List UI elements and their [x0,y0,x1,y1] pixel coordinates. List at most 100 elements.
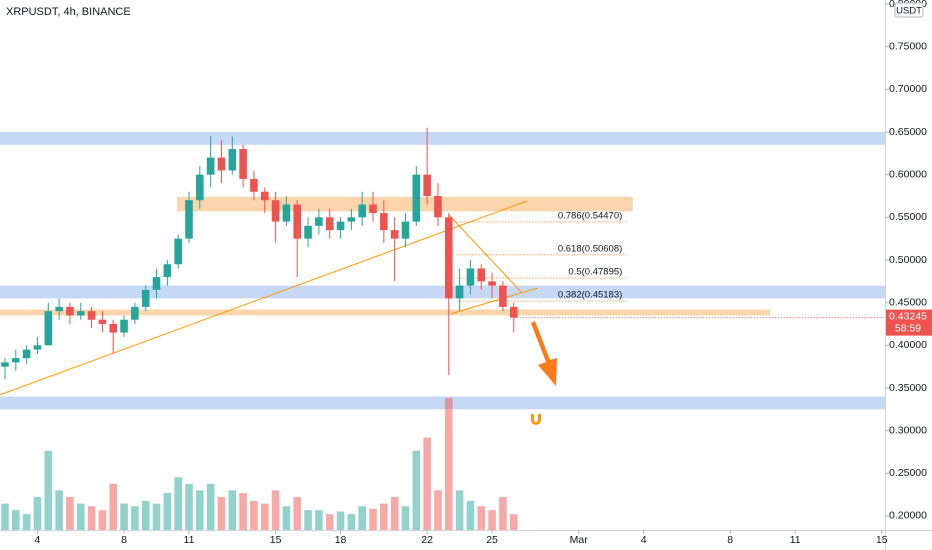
candle-body [444,217,453,299]
candle-body [477,268,486,282]
candle-body [152,277,161,290]
volume-bar [250,500,258,530]
volume-bar [401,506,410,530]
candle-body [1,362,9,367]
currency-button[interactable] [894,2,924,18]
candle-body [499,285,507,307]
x-tick-label: Mar [570,534,589,546]
magnet-icon [531,414,541,425]
volume-bar [412,450,421,530]
candle-body [76,311,85,316]
candle-body [12,358,20,363]
volume-bar [423,437,431,530]
volume-bar [120,503,128,530]
volume-bar [1,503,9,530]
countdown-label: 58:59 [895,322,921,334]
candle-body [315,217,323,226]
x-tick-label: 4 [35,534,41,546]
zone [0,309,771,316]
volume-bar [477,506,486,530]
trend-line [448,214,523,294]
x-tick-label: 11 [790,534,801,546]
y-tick-label: 0.70000 [889,83,927,95]
x-tick-label: 25 [486,534,498,546]
volume-bar [22,514,31,530]
candle-body [228,149,237,171]
axes: 0.20000 0.25000 0.30000 0.35000 0.40000 0.450… [35,0,932,546]
x-tick-label: 18 [335,534,347,546]
candle-body [380,213,388,231]
volume-bar [12,510,20,530]
volume-bar [325,514,334,530]
volume-bar [336,511,345,530]
volume-bar [66,497,74,530]
candle-body [347,217,356,222]
candle-body [109,323,118,333]
x-tick-label: 8 [727,534,733,546]
candle-body [131,306,139,320]
volume-bar [87,506,96,530]
candle-body [260,191,269,201]
candle-body [185,200,193,239]
x-tick-label: 22 [421,534,433,546]
volume-bar [369,508,377,530]
candle-body [412,174,421,222]
volume-bar [434,490,442,530]
candle-body [120,319,128,333]
volume-bar [76,503,85,530]
volume-bar [185,483,193,530]
plot-area: 0.786(0.54470) 0.618(0.50608) 0.5(0.47895)… [0,127,885,530]
volume-bar [109,483,118,530]
candle-body [390,230,399,239]
volume-bar [293,497,302,530]
volume-bar [380,503,388,530]
last-price-label: 0.43245 [889,310,927,322]
candle-body [22,349,31,359]
candle-body [282,204,291,222]
x-tick-label: 11 [184,534,195,546]
volume-bar [33,497,42,530]
volume-bar [131,506,139,530]
fib-label: 0.618(0.50608) [558,243,622,254]
volume-bar [217,497,226,530]
volume-bar [55,490,63,530]
x-tick-label: 4 [641,534,647,546]
y-tick-label: 0.45000 [889,296,927,308]
volume-bar [174,477,182,530]
volume-bar [206,483,215,530]
candle-body [206,157,215,175]
volume-bar [347,514,356,530]
candle-body [239,149,247,179]
y-tick-label: 0.65000 [889,126,927,138]
volume-bar [499,497,507,530]
candle-body [336,221,345,231]
candle-body [163,264,172,278]
volume-bar [44,450,53,530]
candle-body [250,178,258,192]
candle-body [217,157,226,171]
currency-label[interactable]: USDT [896,6,922,17]
candle-body [401,221,410,239]
fib-label: 0.382(0.45183) [558,290,622,301]
volume-bar [141,500,150,530]
zone [0,285,885,299]
volume-bar [239,493,247,530]
volume-bar [466,500,475,530]
candle-body [369,204,377,214]
candle-body [434,195,442,218]
down-arrow [531,321,557,386]
y-tick-label: 0.40000 [889,339,927,351]
y-tick-label: 0.30000 [889,424,927,436]
candle-body [423,174,431,196]
candle-body [304,225,312,239]
y-tick-label: 0.55000 [889,211,927,223]
volume-bar [98,510,107,530]
volume-bar [271,490,280,530]
candle-body [488,281,496,286]
candle-body [87,311,96,320]
zone [0,131,885,145]
candle-body [509,306,518,318]
candle-body [141,289,150,307]
candle-body [55,306,63,312]
